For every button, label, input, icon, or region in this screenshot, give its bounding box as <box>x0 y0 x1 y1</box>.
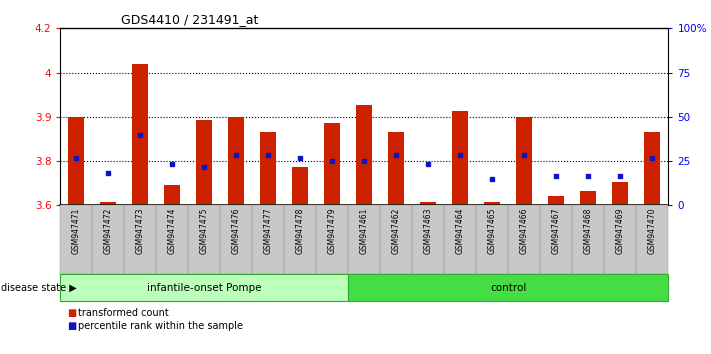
Bar <box>580 190 597 205</box>
Text: GSM947473: GSM947473 <box>136 207 145 254</box>
Text: transformed count: transformed count <box>78 308 169 318</box>
Bar <box>548 196 565 205</box>
Text: GSM947479: GSM947479 <box>328 207 337 254</box>
Text: GDS4410 / 231491_at: GDS4410 / 231491_at <box>121 13 259 26</box>
Text: GSM947472: GSM947472 <box>104 207 113 254</box>
Text: GSM947474: GSM947474 <box>168 207 177 254</box>
Bar <box>612 182 629 205</box>
Text: GSM947471: GSM947471 <box>72 207 81 254</box>
Bar <box>356 105 373 205</box>
Text: GSM947478: GSM947478 <box>296 207 305 254</box>
Bar <box>484 202 501 205</box>
Bar <box>516 117 533 205</box>
Text: GSM947470: GSM947470 <box>648 207 657 254</box>
Text: GSM947469: GSM947469 <box>616 207 625 254</box>
Text: GSM947467: GSM947467 <box>552 207 561 254</box>
Text: GSM947464: GSM947464 <box>456 207 465 254</box>
Text: ■: ■ <box>68 321 77 331</box>
Bar <box>228 117 245 205</box>
Bar <box>388 132 405 205</box>
Text: ■: ■ <box>68 308 77 318</box>
Text: GSM947462: GSM947462 <box>392 207 401 254</box>
Bar <box>452 111 469 205</box>
Bar <box>164 185 181 205</box>
Text: infantile-onset Pompe: infantile-onset Pompe <box>147 282 262 293</box>
Bar <box>324 123 341 205</box>
Text: percentile rank within the sample: percentile rank within the sample <box>78 321 243 331</box>
Bar <box>292 167 309 205</box>
Bar <box>420 202 437 205</box>
Text: GSM947468: GSM947468 <box>584 207 593 254</box>
Text: disease state ▶: disease state ▶ <box>1 282 77 293</box>
Bar <box>132 64 149 205</box>
Text: GSM947466: GSM947466 <box>520 207 529 254</box>
Text: GSM947477: GSM947477 <box>264 207 273 254</box>
Text: GSM947465: GSM947465 <box>488 207 497 254</box>
Text: control: control <box>490 282 527 293</box>
Text: GSM947463: GSM947463 <box>424 207 433 254</box>
Bar <box>100 202 117 205</box>
Text: GSM947475: GSM947475 <box>200 207 209 254</box>
Text: GSM947461: GSM947461 <box>360 207 369 254</box>
Bar <box>68 117 85 205</box>
Bar <box>196 120 213 205</box>
Bar <box>644 132 661 205</box>
Text: GSM947476: GSM947476 <box>232 207 241 254</box>
Bar <box>260 132 277 205</box>
